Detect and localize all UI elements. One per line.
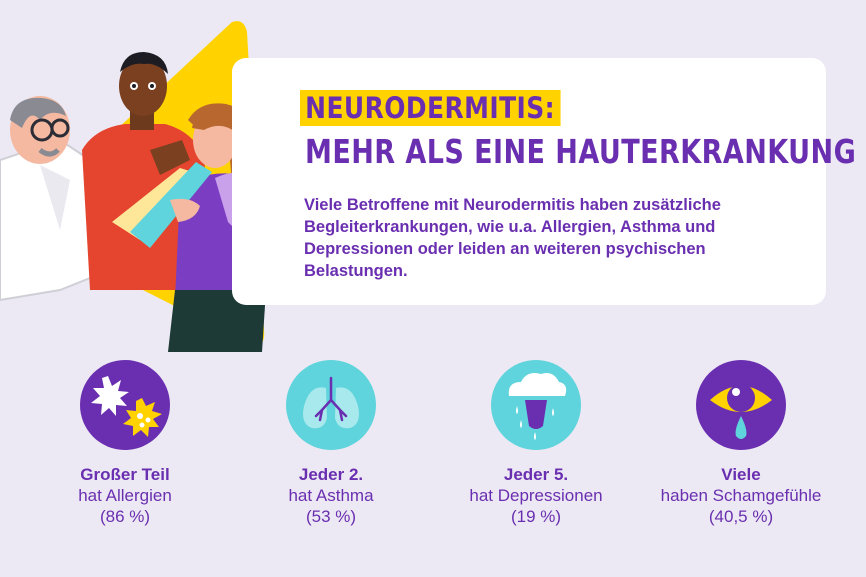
lungs-icon: [286, 360, 376, 450]
stat-lead: Jeder 5.: [503, 465, 569, 484]
stat-allergies: Großer Teil hat Allergien (86 %): [20, 360, 230, 527]
stat-text: haben Schamgefühle: [660, 486, 822, 505]
clipboard-shape: [112, 162, 212, 248]
page-title-line-1: NEURODERMITIS:: [300, 90, 561, 126]
depression-icon: [491, 360, 581, 450]
stat-value: (86 %): [99, 507, 151, 526]
stat-lead: Großer Teil: [80, 465, 170, 484]
stat-shame: Viele haben Schamgefühle (40,5 %): [636, 360, 846, 527]
stat-value: (19 %): [510, 507, 562, 526]
page-title-line-2: MEHR ALS EINE HAUTERKRANKUNG: [305, 132, 857, 171]
allergy-icon: [80, 360, 170, 450]
stat-value: (53 %): [305, 507, 357, 526]
stat-text: hat Asthma: [288, 486, 374, 505]
stat-value: (40,5 %): [708, 507, 774, 526]
stat-text: hat Allergien: [78, 486, 172, 505]
stat-lead: Jeder 2.: [298, 465, 364, 484]
stat-text: hat Depressionen: [469, 486, 603, 505]
stat-lead: Viele: [721, 465, 761, 484]
stat-depression: Jeder 5. hat Depressionen (19 %): [431, 360, 641, 527]
intro-text: Viele Betroffene mit Neurodermitis haben…: [304, 196, 721, 280]
stat-asthma: Jeder 2. hat Asthma (53 %): [226, 360, 436, 527]
tear-eye-icon: [696, 360, 786, 450]
